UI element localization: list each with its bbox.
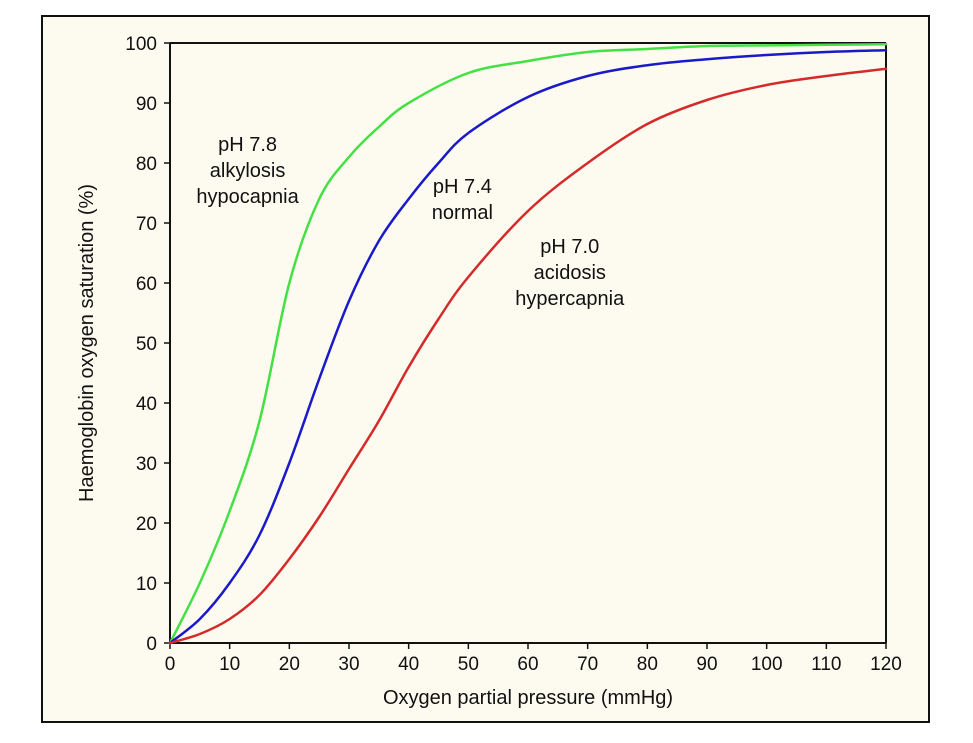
annotation-line: pH 7.4 — [433, 176, 492, 198]
series-line-2 — [168, 67, 888, 645]
x-tick-label: 20 — [279, 654, 300, 675]
x-tick-label: 60 — [517, 654, 538, 675]
annotation-line: pH 7.0 — [540, 236, 599, 258]
y-tick-label: 40 — [136, 394, 157, 415]
plot-area — [170, 43, 886, 643]
annotation-line: acidosis — [534, 262, 606, 284]
annotation-layer: pH 7.8 alkylosis hypocapnia pH 7.4 normalpH … — [196, 134, 625, 310]
x-tick-label: 30 — [338, 654, 359, 675]
annotation-line: hypocapnia — [196, 186, 299, 208]
x-tick-label: 100 — [751, 654, 783, 675]
y-tick-label: 30 — [136, 454, 157, 475]
series-line-1 — [168, 48, 888, 645]
y-axis-title: Haemoglobin oxygen saturation (%) — [76, 184, 98, 502]
axes: 0 10 20 30 40 50 60 70 80 90 100 110 120 0 10 20 30 40 50 6… — [125, 34, 902, 675]
annotation-1: pH 7.4 normal — [432, 176, 493, 224]
plot-background — [170, 43, 886, 643]
y-tick-label: 60 — [136, 274, 157, 295]
x-tick-label: 80 — [637, 654, 658, 675]
annotation-line: pH 7.8 — [218, 134, 277, 156]
y-tick-label: 80 — [136, 154, 157, 175]
series-line-0 — [168, 42, 888, 645]
annotation-0: pH 7.8 alkylosis hypocapnia — [196, 134, 299, 208]
annotation-2: pH 7.0 acidosis hypercapnia — [515, 236, 625, 310]
x-axis-title: Oxygen partial pressure (mmHg) — [383, 687, 673, 709]
x-tick-label: 0 — [165, 654, 176, 675]
x-tick-label: 40 — [398, 654, 419, 675]
x-tick-label: 120 — [870, 654, 902, 675]
y-tick-label: 100 — [125, 34, 157, 55]
x-tick-label: 70 — [577, 654, 598, 675]
x-tick-label: 90 — [696, 654, 717, 675]
x-tick-label: 10 — [219, 654, 240, 675]
annotation-line: alkylosis — [210, 160, 286, 182]
x-tick-label: 110 — [811, 654, 841, 675]
y-tick-label: 10 — [136, 574, 157, 595]
y-tick-label: 50 — [136, 334, 157, 355]
y-tick-label: 70 — [136, 214, 157, 235]
x-tick-label: 50 — [458, 654, 479, 675]
series-layer — [168, 42, 888, 645]
y-tick-label: 90 — [136, 94, 157, 115]
y-tick-label: 0 — [146, 634, 157, 655]
annotation-line: hypercapnia — [515, 288, 625, 310]
y-tick-label: 20 — [136, 514, 157, 535]
annotation-line: normal — [432, 202, 493, 224]
